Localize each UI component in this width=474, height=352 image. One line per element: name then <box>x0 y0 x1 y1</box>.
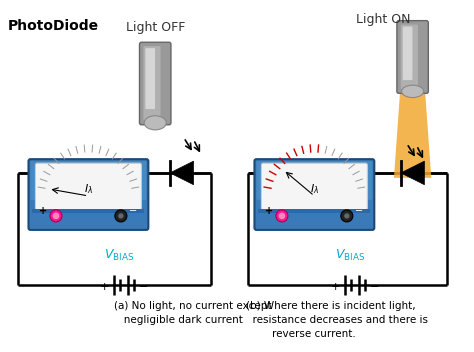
Circle shape <box>279 213 285 219</box>
FancyBboxPatch shape <box>258 209 370 213</box>
Text: +: + <box>39 206 47 216</box>
Text: $V_{\mathsf{BIAS}}$: $V_{\mathsf{BIAS}}$ <box>104 248 135 263</box>
FancyBboxPatch shape <box>261 163 367 210</box>
Ellipse shape <box>401 85 424 98</box>
FancyBboxPatch shape <box>397 21 428 93</box>
Text: $V_{\mathsf{BIAS}}$: $V_{\mathsf{BIAS}}$ <box>335 248 365 263</box>
Ellipse shape <box>144 116 166 130</box>
FancyBboxPatch shape <box>256 161 373 200</box>
Text: (b) Where there is incident light,
  resistance decreases and there is
        r: (b) Where there is incident light, resis… <box>246 301 428 339</box>
Text: +: + <box>331 282 340 292</box>
Polygon shape <box>394 54 431 178</box>
FancyBboxPatch shape <box>403 26 412 80</box>
Text: −: − <box>356 206 364 216</box>
FancyBboxPatch shape <box>139 42 171 125</box>
Text: −: − <box>370 282 380 292</box>
FancyBboxPatch shape <box>144 46 161 121</box>
Text: −: − <box>129 206 137 216</box>
Circle shape <box>341 210 353 222</box>
Text: $I_\lambda$: $I_\lambda$ <box>84 182 93 196</box>
Circle shape <box>53 213 59 219</box>
Text: $I_\lambda$: $I_\lambda$ <box>310 182 319 196</box>
FancyBboxPatch shape <box>255 159 374 230</box>
Circle shape <box>118 213 124 219</box>
FancyBboxPatch shape <box>36 163 141 210</box>
Text: Light ON: Light ON <box>356 13 410 26</box>
FancyBboxPatch shape <box>146 48 155 109</box>
Circle shape <box>276 210 288 222</box>
Circle shape <box>344 213 349 219</box>
Text: (a) No light, no current except
   negligible dark current: (a) No light, no current except negligib… <box>114 301 272 325</box>
FancyBboxPatch shape <box>401 25 418 89</box>
Text: +: + <box>100 282 109 292</box>
FancyBboxPatch shape <box>28 159 148 230</box>
Circle shape <box>50 210 62 222</box>
Polygon shape <box>170 161 193 185</box>
Polygon shape <box>401 161 424 185</box>
Circle shape <box>115 210 127 222</box>
Text: −: − <box>139 282 149 292</box>
FancyBboxPatch shape <box>32 209 145 213</box>
FancyBboxPatch shape <box>30 161 146 200</box>
Text: +: + <box>265 206 273 216</box>
Text: PhotoDiode: PhotoDiode <box>8 19 99 33</box>
Text: Light OFF: Light OFF <box>126 21 185 34</box>
